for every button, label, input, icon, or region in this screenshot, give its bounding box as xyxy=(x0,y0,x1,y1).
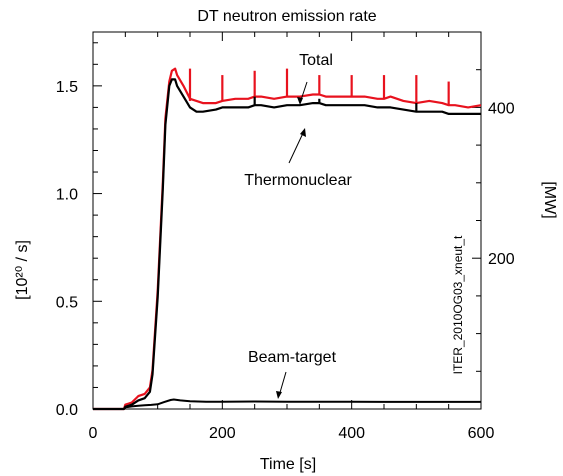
x-tick-label: 200 xyxy=(209,425,236,442)
y-right-tick-label: 400 xyxy=(488,100,515,117)
annotation-beam-target-arrowhead xyxy=(276,391,282,399)
y-right-tick-label: 200 xyxy=(488,251,515,268)
series-layer xyxy=(93,67,482,411)
x-tick-label: 0 xyxy=(89,425,98,442)
annotation-thermonuclear: Thermonuclear xyxy=(244,172,352,189)
annotation-total: Total xyxy=(299,52,333,69)
axis-ticks xyxy=(92,32,482,410)
figure-id-watermark: ITER_2010OG03_xneut_t xyxy=(451,235,465,374)
y-left-tick-labels: 0.0 0.5 1.0 1.5 xyxy=(56,79,78,419)
series-line-beam-target xyxy=(93,398,481,410)
annotation-total-arrowhead xyxy=(297,97,303,105)
chart-title: DT neutron emission rate xyxy=(197,8,376,25)
x-tick-labels: 0 200 400 600 xyxy=(89,425,495,442)
annotations: Total Thermonuclear Beam-target xyxy=(244,52,352,399)
annotation-thermonuclear-arrow xyxy=(288,130,305,164)
spike-layer xyxy=(188,68,450,112)
y-right-axis-label: [MW] xyxy=(541,181,558,218)
x-axis-label: Time [s] xyxy=(260,456,316,473)
y-left-tick-label: 1.5 xyxy=(56,79,78,96)
x-tick-label: 400 xyxy=(338,425,365,442)
y-left-tick-label: 0.0 xyxy=(56,402,78,419)
y-right-tick-labels: 200 400 xyxy=(488,100,515,268)
annotation-thermonuclear-arrowhead xyxy=(300,128,306,137)
series-line-thermonuclear xyxy=(93,78,481,411)
annotation-beam-target: Beam-target xyxy=(248,349,337,366)
y-left-tick-label: 1.0 xyxy=(56,187,78,204)
y-left-tick-label: 0.5 xyxy=(56,294,78,311)
x-tick-label: 600 xyxy=(468,425,495,442)
y-left-axis-label: [10²⁰ / s] xyxy=(14,240,31,300)
